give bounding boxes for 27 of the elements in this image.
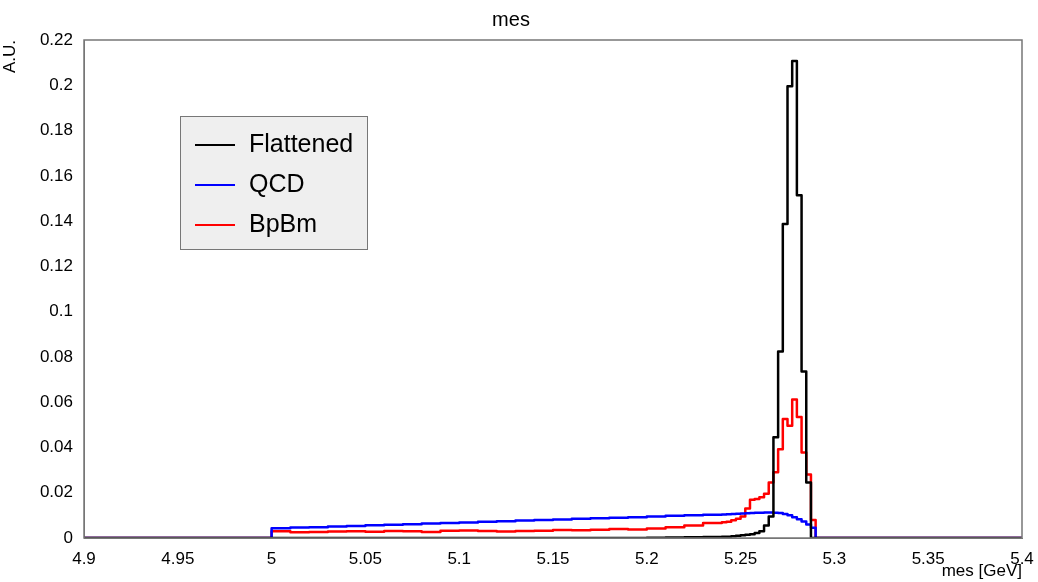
x-tick-label: 5.2 (634, 548, 659, 568)
y-tick-label: 0.22 (39, 29, 73, 49)
y-tick-label: 0.04 (39, 437, 73, 457)
x-tick-label: 5.1 (447, 548, 472, 568)
x-tick-label: 5.25 (724, 548, 758, 568)
legend-label: QCD (249, 169, 305, 197)
y-tick-label: 0.12 (39, 256, 73, 276)
x-tick-label: 5 (266, 548, 277, 568)
y-axis-title: A.U. (0, 40, 19, 74)
y-tick-label: 0.14 (39, 210, 73, 230)
y-tick-label: 0.16 (39, 165, 73, 185)
y-tick-label: 0.08 (39, 346, 73, 366)
y-tick-label: 0.1 (49, 301, 73, 321)
x-tick-label: 5.3 (822, 548, 847, 568)
legend-label: BpBm (249, 209, 318, 237)
legend-label: Flattened (249, 129, 354, 157)
x-tick-label: 5.35 (911, 548, 945, 568)
x-tick-label: 4.95 (161, 548, 195, 568)
y-tick-label: 0.2 (49, 74, 73, 94)
y-tick-label: 0.18 (39, 120, 73, 140)
x-tick-label: 5.15 (536, 548, 570, 568)
x-tick-label: 4.9 (72, 548, 96, 568)
chart-title: mes (492, 7, 530, 30)
y-tick-label: 0.06 (39, 391, 73, 411)
y-tick-label: 0 (63, 527, 73, 547)
x-tick-label: 5.05 (348, 548, 382, 568)
y-tick-label: 0.02 (39, 482, 73, 502)
